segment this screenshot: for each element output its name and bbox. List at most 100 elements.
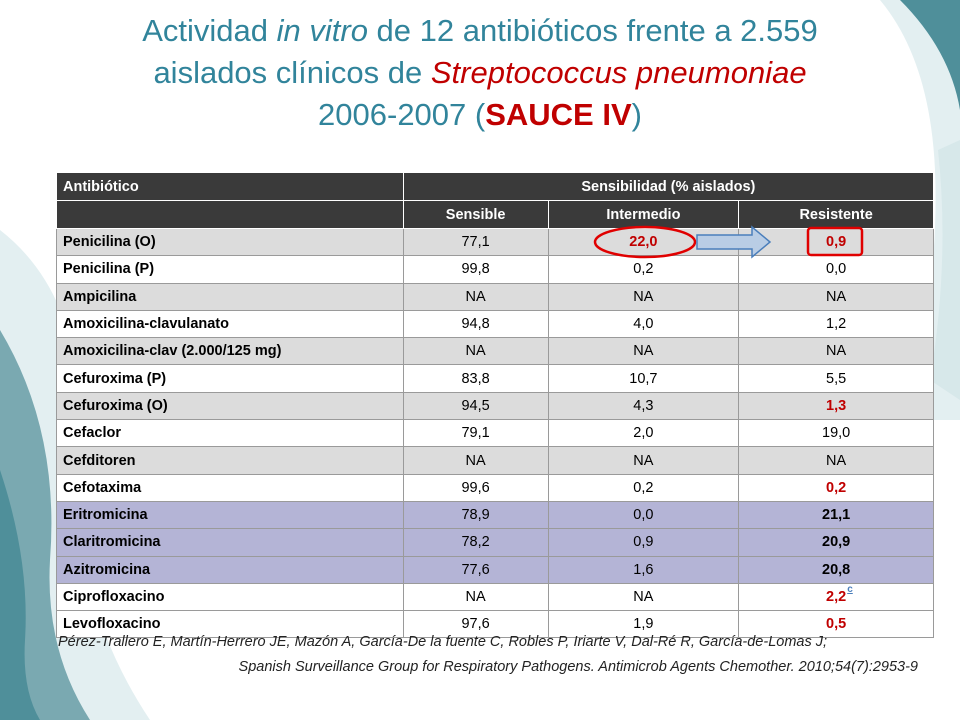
intermedio-value: 4,0 <box>547 309 740 339</box>
sensible-value: 77,6 <box>402 555 549 584</box>
title-line-2: aislados clínicos de Streptococcus pneum… <box>40 52 920 94</box>
antibiotic-name: Penicilina (O) <box>56 227 404 257</box>
sensible-value: 94,5 <box>402 391 549 421</box>
antibiotic-name: Cefotaxima <box>56 473 404 502</box>
antibiotic-sensitivity-table: Antibiótico Sensibilidad (% aislados) Se… <box>56 172 935 639</box>
table-row: Ampicilina NA NA NA <box>56 282 934 311</box>
resistente-wrap: 2,2 c <box>826 584 853 605</box>
resistente-value: 0,2 <box>738 473 934 502</box>
table-row: Cefaclor 79,1 2,0 19,0 <box>56 419 934 448</box>
sensible-value: NA <box>402 446 549 475</box>
antibiotic-name: Penicilina (P) <box>56 255 404 284</box>
antibiotic-name: Cefuroxima (P) <box>56 364 404 393</box>
resistente-value: NA <box>738 282 934 311</box>
antibiotic-name: Ampicilina <box>56 282 404 311</box>
table-row: Amoxicilina-clav (2.000/125 mg) NA NA NA <box>56 337 934 366</box>
intermedio-value: 4,3 <box>547 391 740 421</box>
antibiotic-name: Claritromicina <box>56 528 404 557</box>
resistente-value: 20,9 <box>738 528 934 557</box>
sensible-value: 83,8 <box>402 364 549 393</box>
slide-title: Actividad in vitro de 12 antibióticos fr… <box>40 10 920 136</box>
resistente-value: 0,5 <box>738 610 934 639</box>
title-text: 2006-2007 ( <box>318 97 486 132</box>
sensible-value: 77,1 <box>402 227 549 257</box>
sensible-value: NA <box>402 282 549 311</box>
resistente-value: NA <box>738 446 934 475</box>
intermedio-value: NA <box>547 282 740 311</box>
intermedio-value: 10,7 <box>547 364 740 393</box>
intermedio-value: 0,2 <box>547 255 740 284</box>
antibiotic-name: Amoxicilina-clav (2.000/125 mg) <box>56 337 404 366</box>
antibiotic-name: Azitromicina <box>56 555 404 584</box>
header-empty <box>56 200 404 229</box>
right-edge-band <box>930 140 960 400</box>
intermedio-value: 0,0 <box>547 500 740 530</box>
intermedio-value: 0,2 <box>547 473 740 502</box>
sensible-value: NA <box>402 582 549 612</box>
header-sensitivity: Sensibilidad (% aislados) <box>402 172 935 201</box>
intermedio-value: 2,0 <box>547 419 740 448</box>
title-organism: Streptococcus pneumoniae <box>430 55 807 90</box>
table-row: Cefditoren NA NA NA <box>56 446 934 475</box>
resistente-value: 5,5 <box>738 364 934 393</box>
title-text: ) <box>631 97 642 132</box>
title-study-name: SAUCE IV <box>485 97 632 132</box>
sensible-value: NA <box>402 337 549 366</box>
sensible-value: 78,9 <box>402 500 549 530</box>
resistente-value: 19,0 <box>738 419 934 448</box>
title-text: aislados clínicos de <box>153 55 431 90</box>
table-row: Amoxicilina-clavulanato 94,8 4,0 1,2 <box>56 309 934 339</box>
antibiotic-name: Amoxicilina-clavulanato <box>56 309 404 339</box>
header-sensible: Sensible <box>402 200 549 229</box>
title-line-3: 2006-2007 (SAUCE IV) <box>40 94 920 136</box>
top-right-teal-band <box>900 0 960 110</box>
table-row: Cefuroxima (O) 94,5 4,3 1,3 <box>56 391 934 421</box>
intermedio-value: 22,0 <box>547 227 740 257</box>
antibiotic-name: Cefaclor <box>56 419 404 448</box>
table-row: Penicilina (P) 99,8 0,2 0,0 <box>56 255 934 284</box>
resistente-value: 1,3 <box>738 391 934 421</box>
intermedio-value: NA <box>547 582 740 612</box>
resistente-value: 21,1 <box>738 500 934 530</box>
sensible-value: 97,6 <box>402 610 549 639</box>
table-row: Ciprofloxacino NA NA 2,2 c <box>56 582 934 612</box>
sensible-value: 79,1 <box>402 419 549 448</box>
table-row: Penicilina (O) 77,1 22,0 0,9 <box>56 227 934 257</box>
intermedio-value: 0,9 <box>547 528 740 557</box>
resistente-value: 0,9 <box>738 227 934 257</box>
resistente-value: 2,2 <box>826 589 847 605</box>
title-text: Actividad <box>142 13 277 48</box>
resistente-cell: 2,2 c <box>738 582 934 612</box>
left-swoosh-dark <box>0 470 40 720</box>
resistente-value: 20,8 <box>738 555 934 584</box>
footnote-mark[interactable]: c <box>847 584 853 595</box>
resistente-value: 1,2 <box>738 309 934 339</box>
table-row: Cefuroxima (P) 83,8 10,7 5,5 <box>56 364 934 393</box>
antibiotic-name: Ciprofloxacino <box>56 582 404 612</box>
reference-line-1: Pérez-Trallero E, Martín-Herrero JE, Maz… <box>58 634 828 650</box>
table-row: Eritromicina 78,9 0,0 21,1 <box>56 500 934 530</box>
sensible-value: 99,8 <box>402 255 549 284</box>
antibiotic-name: Cefditoren <box>56 446 404 475</box>
reference-line-2: Spanish Surveillance Group for Respirato… <box>238 659 918 675</box>
resistente-value: 0,0 <box>738 255 934 284</box>
antibiotic-name: Eritromicina <box>56 500 404 530</box>
title-text: de 12 antibióticos frente a 2.559 <box>367 13 818 48</box>
intermedio-value: 1,9 <box>547 610 740 639</box>
table-row: Claritromicina 78,2 0,9 20,9 <box>56 528 934 557</box>
sensible-value: 78,2 <box>402 528 549 557</box>
table-row: Azitromicina 77,6 1,6 20,8 <box>56 555 934 584</box>
antibiotic-name: Cefuroxima (O) <box>56 391 404 421</box>
antibiotic-name: Levofloxacino <box>56 610 404 639</box>
table-header-row: Antibiótico Sensibilidad (% aislados) <box>56 172 935 201</box>
reference-citation: Pérez-Trallero E, Martín-Herrero JE, Maz… <box>58 630 918 680</box>
resistente-value: NA <box>738 337 934 366</box>
title-line-1: Actividad in vitro de 12 antibióticos fr… <box>40 10 920 52</box>
intermedio-value: NA <box>547 446 740 475</box>
header-resistente: Resistente <box>738 200 934 229</box>
header-antibiotic: Antibiótico <box>56 172 404 201</box>
table-row: Levofloxacino 97,6 1,9 0,5 <box>56 610 934 639</box>
header-intermedio: Intermedio <box>547 200 740 229</box>
table-row: Cefotaxima 99,6 0,2 0,2 <box>56 473 934 502</box>
table-subheader-row: Sensible Intermedio Resistente <box>56 200 934 229</box>
